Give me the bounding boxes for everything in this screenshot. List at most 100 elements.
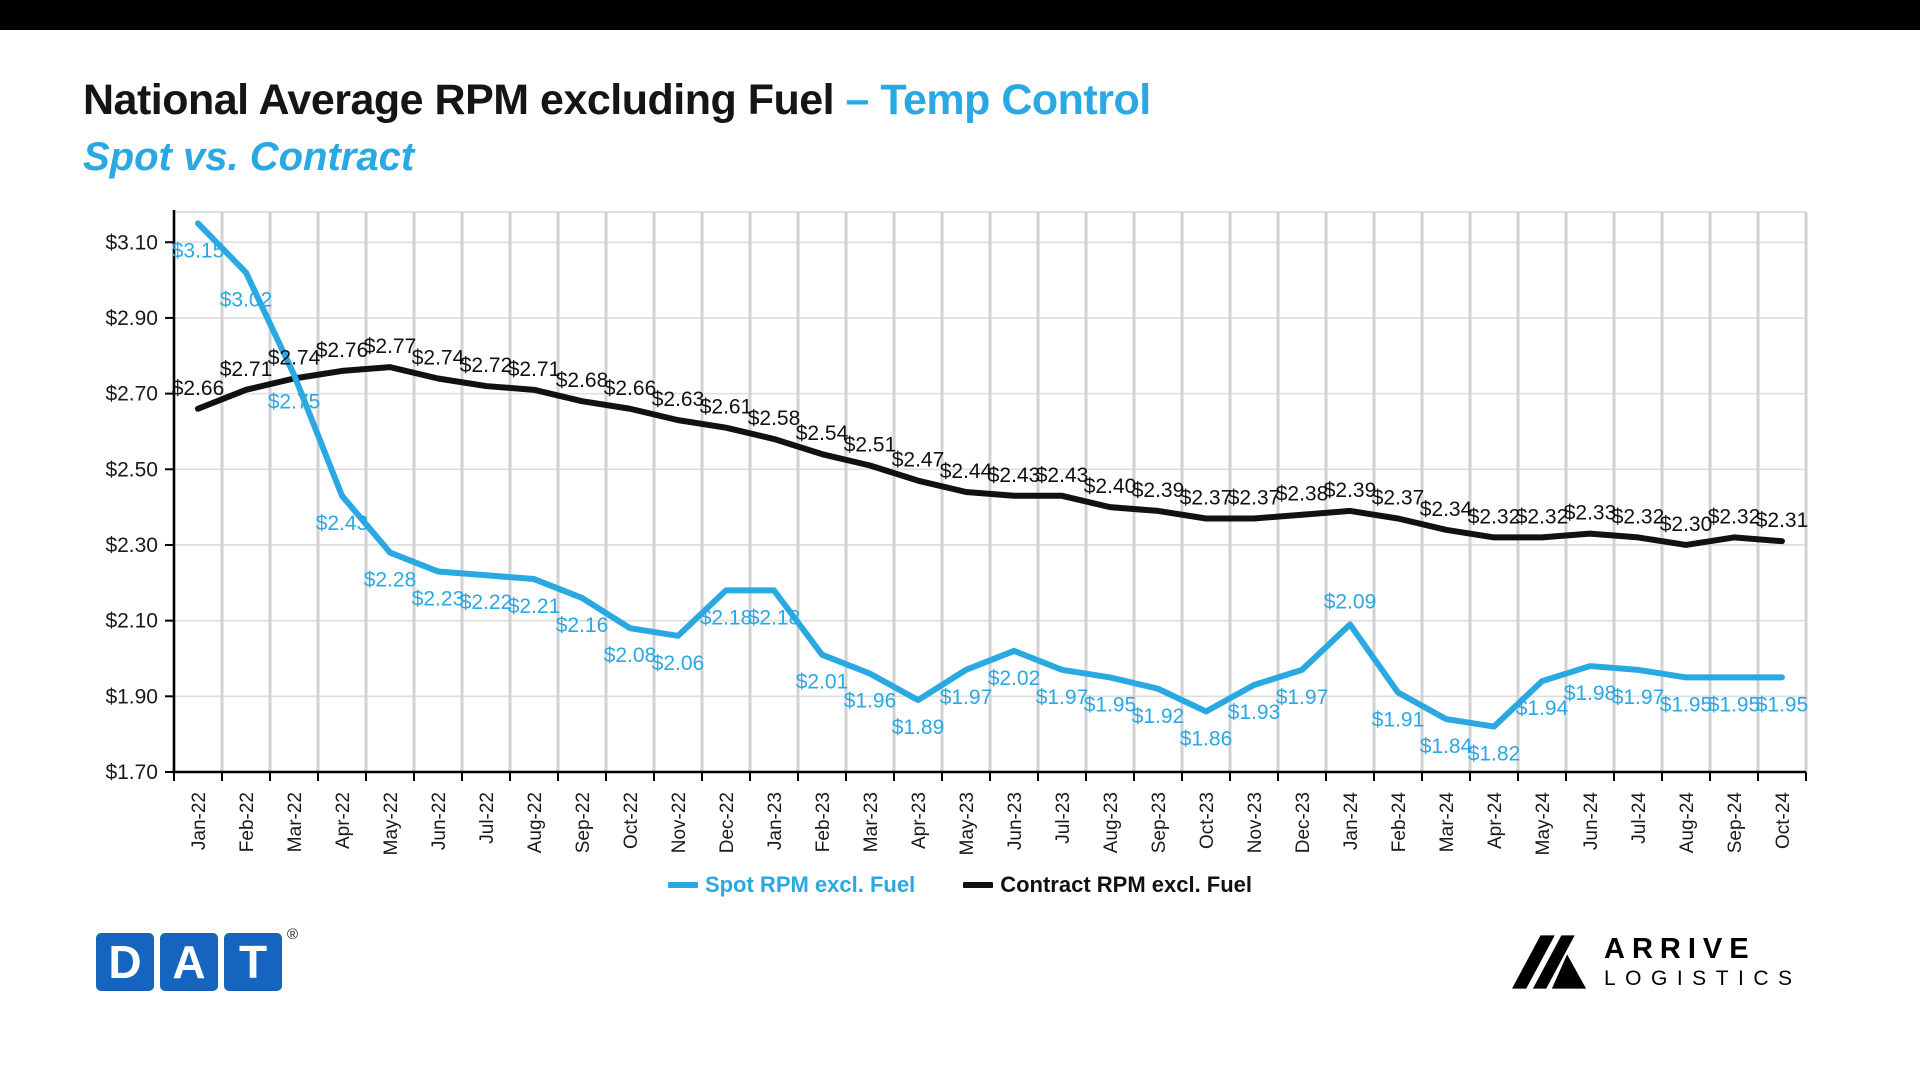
spot-data-label: $2.21 xyxy=(508,595,561,618)
contract-data-label: $2.76 xyxy=(316,339,369,362)
x-axis-tick-label: Sep-22 xyxy=(573,792,594,853)
y-axis-tick-label: $1.90 xyxy=(105,685,158,708)
x-axis-tick-label: May-23 xyxy=(957,792,978,855)
spot-data-label: $2.06 xyxy=(652,652,705,675)
spot-data-label: $1.98 xyxy=(1564,682,1617,705)
contract-data-label: $2.32 xyxy=(1516,505,1569,528)
spot-data-label: $2.43 xyxy=(316,512,369,535)
spot-data-label: $1.95 xyxy=(1708,693,1761,716)
x-axis-tick-label: Nov-23 xyxy=(1245,792,1266,853)
contract-data-label: $2.51 xyxy=(844,434,897,457)
title-block: National Average RPM excluding Fuel – Te… xyxy=(83,76,1151,180)
contract-data-label: $2.32 xyxy=(1612,505,1665,528)
x-axis-tick-label: Dec-22 xyxy=(717,792,738,853)
dat-logo-tile-d: D xyxy=(96,933,154,991)
contract-data-label: $2.54 xyxy=(796,422,849,445)
spot-data-label: $1.97 xyxy=(1612,686,1665,709)
spot-line xyxy=(195,220,1785,730)
spot-data-label: $1.95 xyxy=(1756,693,1809,716)
spot-data-label: $1.86 xyxy=(1180,727,1233,750)
spot-data-label: $1.94 xyxy=(1516,697,1569,720)
y-axis-tick-label: $2.10 xyxy=(105,610,158,633)
spot-data-label: $1.84 xyxy=(1420,735,1473,758)
contract-data-label: $2.71 xyxy=(220,358,273,381)
spot-data-label: $1.96 xyxy=(844,690,897,713)
dat-logo-letter-t: T xyxy=(238,936,268,988)
x-axis-tick-label: Jan-24 xyxy=(1341,792,1362,851)
x-axis-tick-label: Jan-22 xyxy=(189,792,210,850)
arrive-logo-mark xyxy=(1512,935,1587,989)
y-axis-tick-label: $2.70 xyxy=(105,383,158,406)
spot-data-label: $1.97 xyxy=(1036,686,1089,709)
dat-logo-tile-t: T ® xyxy=(224,927,298,991)
x-axis-tick-label: Apr-23 xyxy=(909,792,930,849)
contract-data-label: $2.43 xyxy=(988,464,1041,487)
spot-data-label: $2.23 xyxy=(412,587,465,610)
spot-data-label: $1.91 xyxy=(1372,709,1425,732)
spot-data-label: $3.15 xyxy=(172,239,225,262)
spot-data-label: $1.93 xyxy=(1228,701,1281,724)
contract-data-label: $2.30 xyxy=(1660,513,1713,536)
legend-item-spot: Spot RPM excl. Fuel xyxy=(667,872,916,898)
contract-data-label: $2.71 xyxy=(508,358,561,381)
spot-data-label: $2.18 xyxy=(700,606,753,629)
dat-logo: D A T ® xyxy=(96,927,298,991)
contract-data-label: $2.37 xyxy=(1180,486,1233,509)
contract-data-label: $2.47 xyxy=(892,449,945,472)
spot-data-label: $1.89 xyxy=(892,716,945,739)
x-axis-tick-label: Mar-24 xyxy=(1437,792,1458,853)
x-axis-tick-label: Sep-23 xyxy=(1149,792,1170,853)
dat-logo-tile-a: A xyxy=(160,933,218,991)
x-axis-tick-label: Feb-22 xyxy=(237,792,258,852)
arrive-logo-line1: ARRIVE xyxy=(1604,932,1756,965)
arrive-logo-text: ARRIVE LOGISTICS xyxy=(1604,933,1802,992)
contract-data-label: $2.63 xyxy=(652,388,705,411)
x-axis-tick-label: Oct-22 xyxy=(621,792,642,849)
page-title: National Average RPM excluding Fuel – Te… xyxy=(83,76,1151,125)
contract-data-label: $2.74 xyxy=(268,346,321,369)
contract-data-label: $2.34 xyxy=(1420,498,1473,521)
contract-data-label: $2.43 xyxy=(1036,464,1089,487)
spot-data-label: $1.95 xyxy=(1660,693,1713,716)
contract-data-label: $2.38 xyxy=(1276,483,1329,506)
contract-line xyxy=(195,364,1785,548)
spot-data-label: $2.09 xyxy=(1324,590,1377,613)
spot-data-label: $2.18 xyxy=(748,606,801,629)
x-axis-tick-label: Jun-24 xyxy=(1581,792,1602,851)
chart-area: $1.70 $1.90 $2.10 $2.30 $2.50 $2.70 $2.90 $3.10… xyxy=(100,198,1840,870)
y-axis-tick-label: $1.70 xyxy=(105,761,158,784)
spot-legend-label: Spot RPM excl. Fuel xyxy=(704,872,916,897)
page-title-accent: – Temp Control xyxy=(845,76,1152,124)
x-axis-tick-label: Jan-23 xyxy=(765,792,786,850)
contract-data-label: $2.39 xyxy=(1132,479,1185,502)
y-axis-tick-label: $3.10 xyxy=(105,231,158,254)
spot-legend-swatch xyxy=(667,882,698,888)
registered-mark: ® xyxy=(286,926,298,943)
x-axis-tick-label: Jul-22 xyxy=(477,792,498,844)
contract-data-label: $2.40 xyxy=(1084,475,1137,498)
contract-data-label: $2.74 xyxy=(412,346,465,369)
contract-data-label: $2.32 xyxy=(1468,505,1521,528)
page-subtitle: Spot vs. Contract xyxy=(83,135,415,179)
x-axis-tick-label: Jul-23 xyxy=(1053,792,1074,844)
y-axis-tick-label: $2.90 xyxy=(105,307,158,330)
chart-legend: Spot RPM excl. Fuel Contract RPM excl. F… xyxy=(0,872,1920,898)
x-axis-tick-label: Nov-22 xyxy=(669,792,690,853)
spot-data-label: $2.22 xyxy=(460,591,513,614)
contract-legend-label: Contract RPM excl. Fuel xyxy=(1000,872,1253,897)
contract-data-label: $2.39 xyxy=(1324,479,1377,502)
x-axis-tick-label: Oct-24 xyxy=(1773,792,1794,849)
x-axis-tick-label: Feb-24 xyxy=(1389,792,1410,853)
x-axis-tick-label: Apr-22 xyxy=(333,792,354,849)
legend-item-contract: Contract RPM excl. Fuel xyxy=(963,872,1252,898)
spot-data-label: $1.97 xyxy=(940,686,993,709)
spot-data-label: $1.95 xyxy=(1084,693,1137,716)
contract-data-label: $2.66 xyxy=(172,377,225,400)
spot-data-label: $2.75 xyxy=(268,391,321,414)
x-axis-tick-label: Apr-24 xyxy=(1485,792,1506,849)
arrive-logistics-logo: ARRIVE LOGISTICS xyxy=(1512,932,1802,992)
x-axis-tick-label: Aug-23 xyxy=(1101,792,1122,853)
x-axis-tick-label: Aug-24 xyxy=(1677,792,1698,854)
contract-data-label: $2.72 xyxy=(460,354,513,377)
